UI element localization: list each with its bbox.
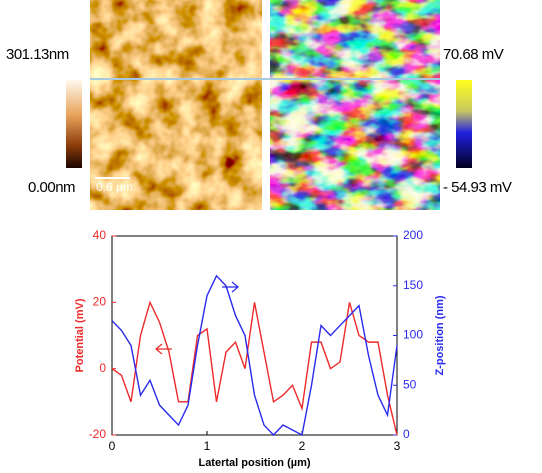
y2-tick-label: 50 <box>403 377 417 391</box>
y-tick-label: -20 <box>89 427 107 441</box>
scale-bar-label: 0.6 µm <box>96 180 133 194</box>
y-tick-label: 40 <box>93 228 107 242</box>
colorbar-min: - 54.93 mV <box>443 179 512 196</box>
axis-arrow <box>155 343 172 355</box>
x-axis-label: Latertal position (µm) <box>198 457 310 469</box>
series-line <box>111 300 398 436</box>
axis-arrow <box>222 281 239 293</box>
colorbar-max: 301.13nm <box>6 46 69 63</box>
colorbar <box>456 80 472 168</box>
potential-image <box>270 0 440 210</box>
x-tick-label: 1 <box>204 439 211 453</box>
colorbar <box>66 80 82 168</box>
y-axis-label: Potential (mV) <box>74 298 86 372</box>
y2-tick-label: 200 <box>403 228 423 242</box>
y-tick-label: 20 <box>93 295 107 309</box>
series-line <box>111 274 398 437</box>
y2-axis-label: Z-position (nm) <box>434 295 446 375</box>
x-tick-label: 0 <box>109 439 116 453</box>
x-tick-label: 2 <box>299 439 306 453</box>
y2-tick-label: 100 <box>403 328 423 342</box>
y-tick-label: 0 <box>99 361 106 375</box>
topography-image <box>90 0 262 210</box>
colorbar-max: 70.68 mV <box>443 46 504 63</box>
colorbar-min: 0.00nm <box>28 179 75 196</box>
plot-frame <box>111 235 398 436</box>
y2-tick-label: 150 <box>403 278 423 292</box>
x-tick-label: 3 <box>394 439 401 453</box>
y2-tick-label: 0 <box>403 427 410 441</box>
